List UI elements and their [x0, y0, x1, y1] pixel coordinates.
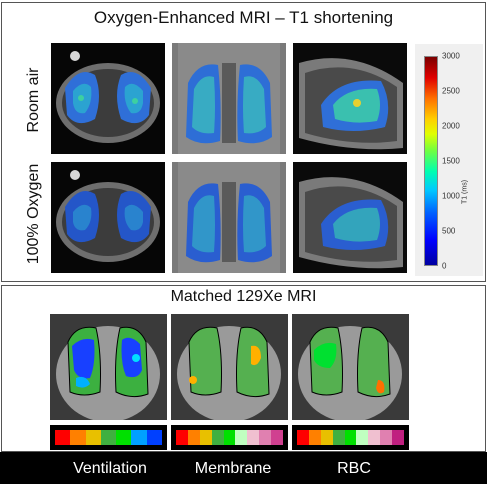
xe-membrane-map — [171, 314, 288, 420]
mri-oxygen-coronal — [172, 162, 286, 273]
legend-swatch — [297, 430, 309, 445]
legend-swatch — [146, 430, 162, 445]
colorbar-tick: 0 — [442, 261, 447, 271]
colorbar-gradient — [424, 56, 438, 266]
caption-rbc: RBC — [337, 460, 371, 477]
xe-rbc-map — [292, 314, 409, 420]
legend-swatch — [247, 430, 260, 445]
legend-swatch — [320, 430, 333, 445]
colorbar-tick: 1000 — [442, 191, 460, 201]
legend-swatch — [85, 430, 101, 445]
mri-room-air-axial — [51, 43, 165, 154]
legend-swatch — [308, 430, 321, 445]
caption-bar: Ventilation Membrane RBC — [0, 452, 487, 484]
colorbar-unit: T1 (ms) — [461, 179, 469, 205]
mri-oxygen-sagittal — [293, 162, 407, 273]
legend-swatch — [187, 430, 200, 445]
legend-swatch — [211, 430, 224, 445]
legend-swatch — [199, 430, 212, 445]
colorbar-tick: 500 — [442, 226, 456, 236]
legend-swatch — [55, 430, 71, 445]
legend-swatch — [368, 430, 381, 445]
t1-colorbar: 3000 2500 2000 1500 1000 500 0 T1 (ms) — [415, 44, 483, 276]
caption-membrane: Membrane — [194, 460, 272, 477]
ventilation-legend — [50, 425, 167, 450]
mri-room-air-coronal — [172, 43, 286, 154]
colorbar-tick: 1500 — [442, 156, 460, 166]
legend-swatch — [223, 430, 236, 445]
legend-swatch — [271, 430, 284, 445]
legend-swatch — [259, 430, 272, 445]
legend-swatch — [356, 430, 369, 445]
legend-swatch — [116, 430, 132, 445]
rbc-legend — [292, 425, 409, 450]
membrane-legend — [171, 425, 288, 450]
top-panel-title: Oxygen-Enhanced MRI – T1 shortening — [93, 8, 394, 27]
colorbar-tick: 2500 — [442, 86, 460, 96]
legend-swatch — [70, 430, 86, 445]
legend-swatch — [176, 430, 188, 445]
mri-room-air-sagittal — [293, 43, 407, 154]
colorbar-tick: 3000 — [442, 51, 460, 61]
caption-ventilation: Ventilation — [73, 460, 147, 477]
legend-swatch — [380, 430, 393, 445]
row-label-room-air: Room air — [25, 67, 42, 133]
legend-swatch — [344, 430, 357, 445]
legend-swatch — [235, 430, 248, 445]
legend-swatch — [332, 430, 345, 445]
xe-ventilation-map — [50, 314, 167, 420]
colorbar-tick: 2000 — [442, 121, 460, 131]
legend-swatch — [100, 430, 117, 445]
bottom-panel-title: Matched 129Xe MRI — [170, 288, 317, 305]
legend-swatch — [131, 430, 147, 445]
row-label-oxygen: 100% Oxygen — [25, 163, 42, 265]
legend-swatch — [392, 430, 405, 445]
mri-oxygen-axial — [51, 162, 165, 273]
